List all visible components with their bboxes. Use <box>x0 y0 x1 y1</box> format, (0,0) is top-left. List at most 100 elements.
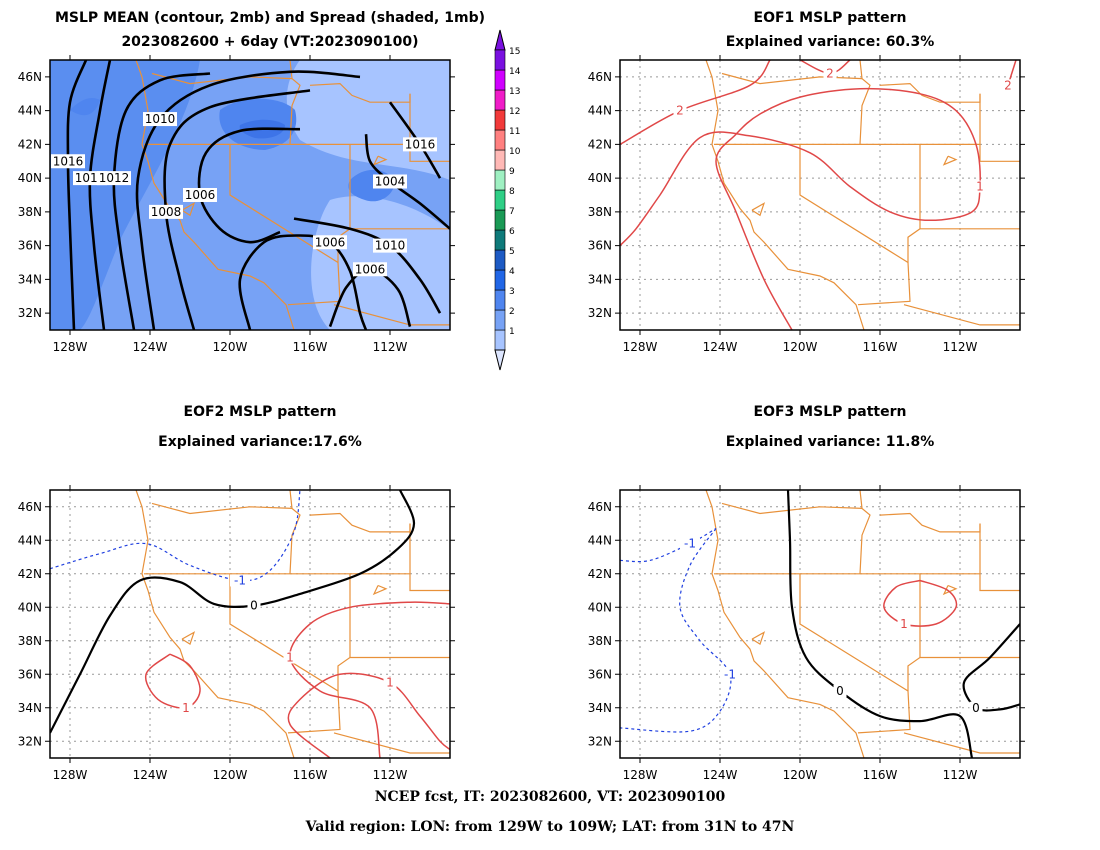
contour-label-text: 1 <box>976 180 984 194</box>
contour-label-bg <box>353 262 387 277</box>
colorbar-label: 14 <box>509 67 521 77</box>
state-boundary <box>705 490 865 758</box>
chart3-plot: -1 0 1 1 1 <box>50 490 450 758</box>
state-boundary <box>372 155 388 166</box>
y-tick-label: 46N <box>588 70 612 84</box>
colorbar-segment <box>494 109 506 131</box>
contour-label-bg <box>373 238 407 253</box>
spread-shading-level-4-west <box>50 60 200 330</box>
contour-label-bg <box>230 574 250 587</box>
state-boundary <box>289 490 301 574</box>
colorbar-segment <box>494 129 506 151</box>
contour-label: 1008 <box>149 204 183 219</box>
y-tick-label: 44N <box>588 104 612 118</box>
contour-label-text: 1 <box>286 651 294 665</box>
contour-label-bg <box>383 676 397 689</box>
x-tick-label: 112W <box>373 768 408 782</box>
x-tick-label: 124W <box>703 340 738 354</box>
contour-label-bg <box>313 235 347 250</box>
contour-line <box>883 579 958 627</box>
chart3-subtitle: Explained variance:17.6% <box>158 434 362 450</box>
x-tick-label: 112W <box>373 340 408 354</box>
contour-label-bg <box>403 137 437 152</box>
state-boundary <box>942 155 958 166</box>
contour-label: 2 <box>1001 78 1015 92</box>
contour-line <box>962 623 1020 712</box>
contour-label: 2 <box>823 67 837 81</box>
contour-label-bg <box>373 174 407 189</box>
state-boundary <box>151 72 293 85</box>
colorbar-top-arrow <box>494 29 506 51</box>
contour-label-bg <box>149 204 183 219</box>
chart2-plot: 2 2 1 2 <box>620 60 1020 330</box>
colorbar-segment <box>494 269 506 291</box>
state-boundary <box>751 202 766 217</box>
y-tick-label: 34N <box>18 701 42 715</box>
state-boundary <box>705 60 865 330</box>
state-boundary <box>879 512 981 533</box>
contour-label: 1 <box>179 701 193 715</box>
y-tick-label: 32N <box>18 734 42 748</box>
colorbar-segment <box>494 89 506 111</box>
contour-label-text: 1010 <box>145 112 176 126</box>
contour-label: 1016 <box>403 137 437 152</box>
colorbar-label: 13 <box>509 87 520 97</box>
y-tick-label: 42N <box>588 137 612 151</box>
y-tick-label: 38N <box>18 205 42 219</box>
contour-label-text: 0 <box>972 701 980 715</box>
contour-label-text: 1006 <box>185 188 216 202</box>
contour-label-bg <box>247 599 261 612</box>
colorbar-label: 15 <box>509 47 520 57</box>
colorbar-label: 4 <box>509 267 515 277</box>
contour-line <box>620 527 717 563</box>
footer-valid-region: Valid region: LON: from 129W to 109W; LA… <box>305 819 795 835</box>
y-tick-label: 44N <box>18 104 42 118</box>
contour-label-bg <box>179 701 193 714</box>
colorbar-bottom-arrow <box>494 349 506 371</box>
chart2-subtitle: Explained variance: 60.3% <box>725 34 935 50</box>
chart1-subtitle: 2023082600 + 6day (VT:2023090100) <box>121 34 419 50</box>
state-boundary <box>372 584 388 596</box>
state-boundary <box>181 202 196 217</box>
y-tick-label: 40N <box>588 600 612 614</box>
state-boundary <box>409 523 450 592</box>
colorbar-segment <box>494 229 506 251</box>
state-boundary <box>721 72 863 85</box>
x-tick-label: 128W <box>53 768 88 782</box>
colorbar-segment <box>494 249 506 271</box>
contour-label-bg <box>97 171 131 186</box>
x-tick-label: 120W <box>213 768 248 782</box>
contour-label-text: 1012 <box>99 171 130 185</box>
contour-label: 1006 <box>183 188 217 202</box>
contour-label-bg <box>283 651 297 664</box>
y-tick-label: 32N <box>18 306 42 320</box>
colorbar-segment <box>494 149 506 171</box>
contour-label: 1004 <box>373 174 407 189</box>
state-boundary <box>903 304 1020 326</box>
x-tick-label: 116W <box>293 768 328 782</box>
y-tick-label: 40N <box>18 171 42 185</box>
colorbar-label: 1 <box>509 327 515 337</box>
contour-label-text: 1 <box>900 617 908 631</box>
contour-line <box>620 60 771 146</box>
contour-label-bg <box>720 668 740 681</box>
contour-label-bg <box>969 701 983 714</box>
x-tick-label: 120W <box>213 340 248 354</box>
colorbar-label: 11 <box>509 127 520 137</box>
x-tick-label: 128W <box>623 340 658 354</box>
colorbar-label: 6 <box>509 227 515 237</box>
contour-line <box>289 601 450 758</box>
y-tick-label: 46N <box>588 500 612 514</box>
contour-label: 1006 <box>353 262 387 277</box>
chart1-title: MSLP MEAN (contour, 2mb) and Spread (sha… <box>55 10 485 26</box>
y-tick-label: 34N <box>588 272 612 286</box>
colorbar-segment <box>494 169 506 191</box>
contour-label-bg <box>183 188 217 202</box>
contour-label: 2 <box>673 104 687 118</box>
y-tick-label: 38N <box>588 634 612 648</box>
contour-label-bg <box>680 537 700 550</box>
chart3-title: EOF2 MSLP pattern <box>183 404 337 420</box>
contour-label-bg <box>1001 79 1015 92</box>
colorbar-label: 8 <box>509 187 515 197</box>
